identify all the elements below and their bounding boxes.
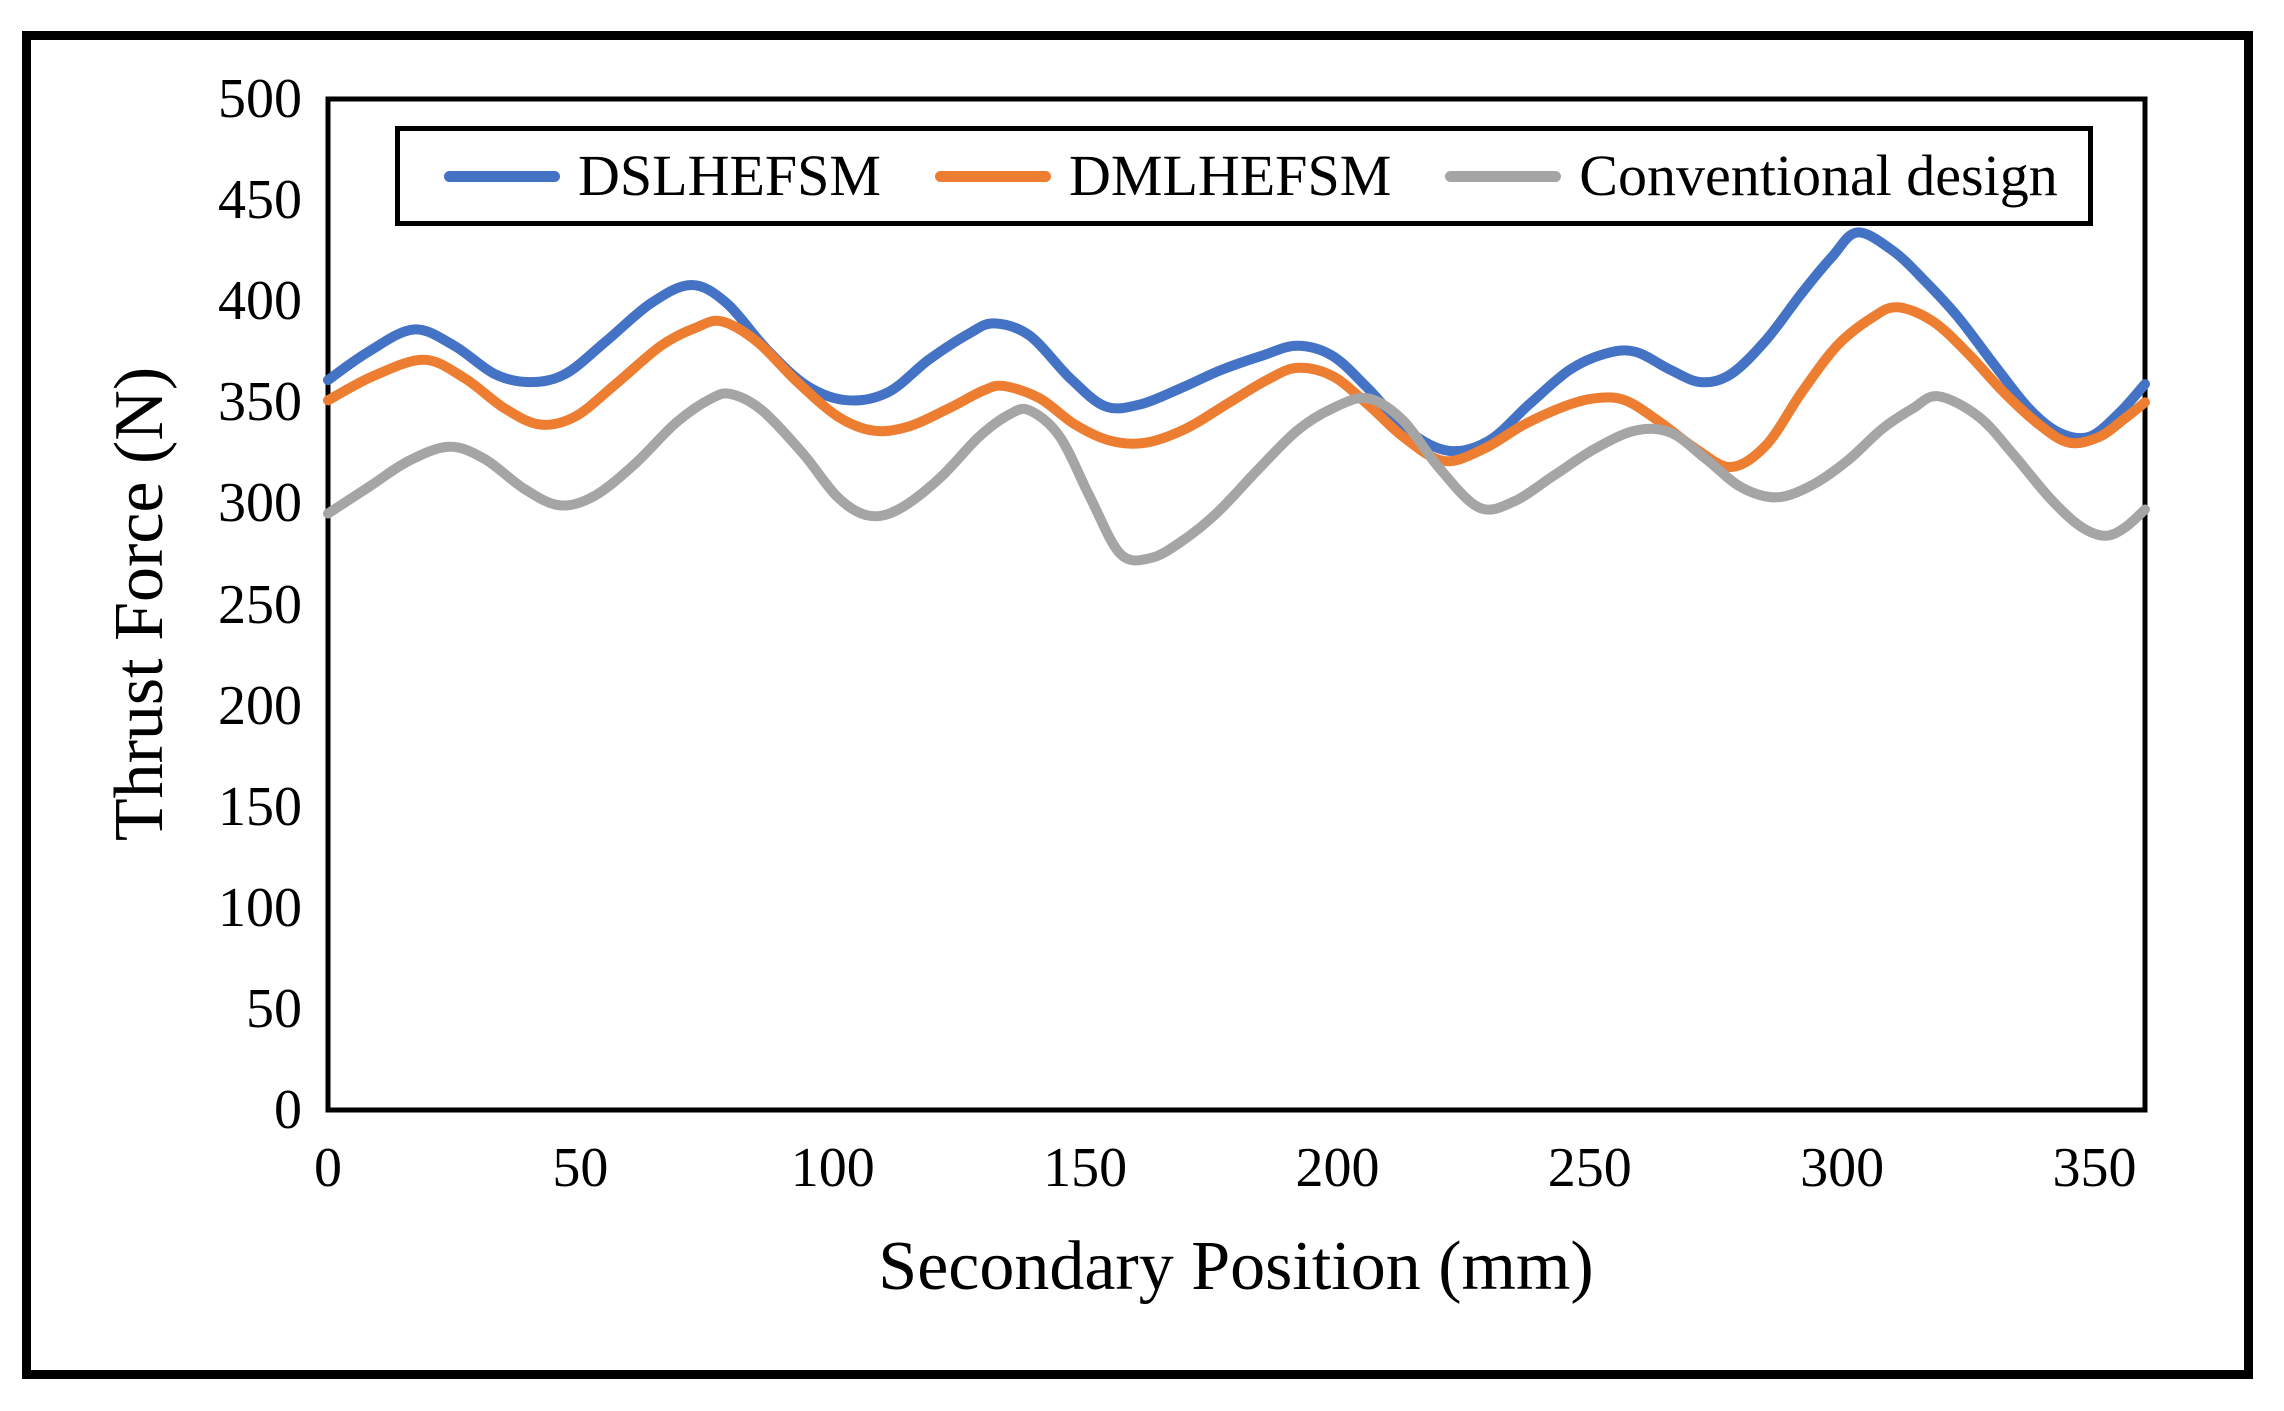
x-tick-label: 50	[552, 1137, 609, 1199]
legend-item-conventional: Conventional design	[1445, 143, 2058, 208]
y-tick-label: 100	[218, 876, 302, 939]
y-tick-label: 500	[218, 68, 302, 130]
y-tick-label: 150	[218, 775, 302, 838]
legend-label-dmlhefsm: DMLHEFSM	[1068, 143, 1392, 208]
x-tick-label: 0	[314, 1137, 342, 1199]
y-axis-title: Thrust Force (N)	[101, 366, 178, 842]
x-tick-label: 150	[1043, 1137, 1128, 1199]
x-tick-label: 250	[1547, 1137, 1632, 1199]
y-tick-label: 50	[246, 977, 302, 1040]
legend-swatch-dslhefsm	[444, 170, 560, 182]
y-tick-label: 0	[274, 1079, 302, 1141]
series-line-dmlhefsm	[323, 302, 2150, 472]
plot-border	[325, 96, 2148, 1113]
legend-label-dslhefsm: DSLHEFSM	[578, 143, 881, 208]
legend-item-dslhefsm: DSLHEFSM	[444, 147, 881, 205]
x-axis-title: Secondary Position (mm)	[878, 1228, 1594, 1305]
chart-legend: DSLHEFSM DMLHEFSM Conventional design	[395, 126, 2093, 226]
x-tick-label: 100	[790, 1137, 875, 1199]
figure-frame	[22, 31, 2253, 1379]
x-tick-label: 300	[1800, 1137, 1885, 1199]
y-tick-label: 300	[218, 472, 302, 535]
y-tick-label: 200	[218, 674, 302, 737]
legend-label-conventional: Conventional design	[1579, 143, 2058, 208]
y-tick-label: 350	[218, 371, 302, 434]
y-tick-label: 450	[218, 169, 302, 232]
x-tick-label: 200	[1295, 1137, 1380, 1199]
legend-swatch-conventional	[1445, 170, 1562, 182]
y-tick-label: 400	[218, 270, 302, 333]
series-line-dslhefsm	[323, 227, 2150, 457]
series-line-conventional-design	[323, 388, 2150, 566]
legend-item-dmlhefsm: DMLHEFSM	[934, 143, 1392, 208]
x-tick-label: 350	[2052, 1137, 2137, 1199]
y-tick-label: 250	[218, 573, 302, 636]
legend-swatch-dmlhefsm	[934, 170, 1051, 182]
